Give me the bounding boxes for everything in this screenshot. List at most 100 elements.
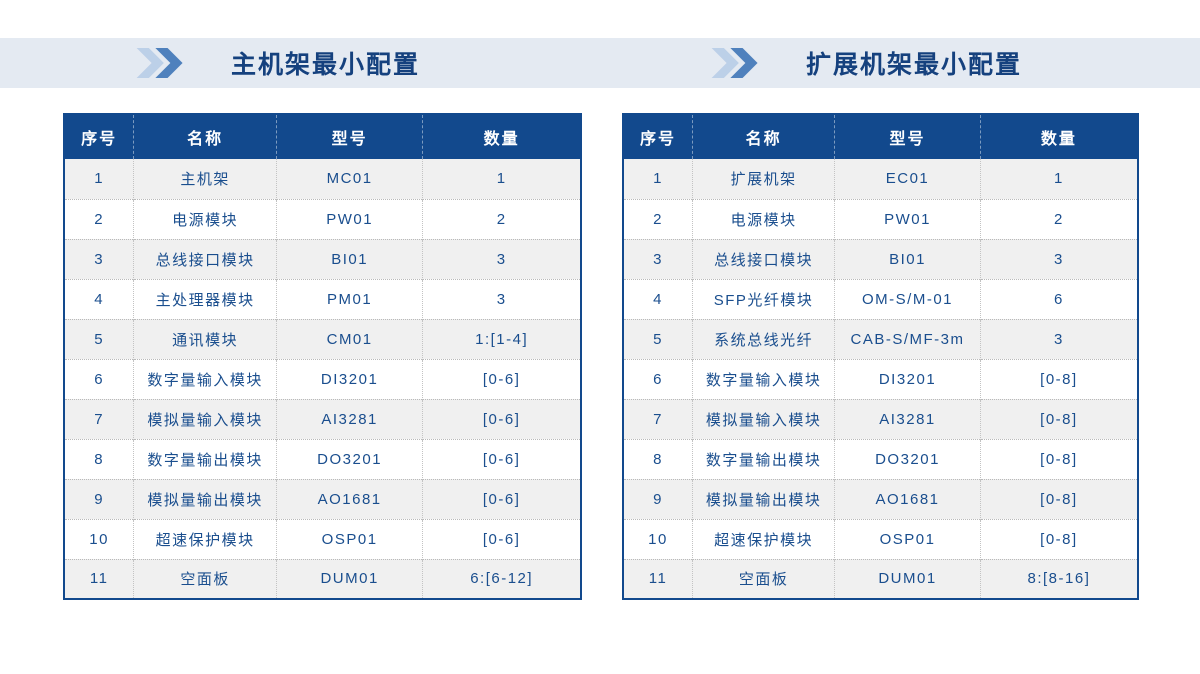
table-cell: OSP01 — [834, 518, 981, 559]
table-row: 4 主处理器模块 PM01 3 — [64, 278, 581, 319]
table-cell: EC01 — [834, 159, 981, 199]
table-row: 8 数字量输出模块 DO3201 [0-8] — [623, 438, 1138, 479]
table-cell: 3 — [979, 318, 1138, 359]
table-cell: [0-8] — [979, 518, 1138, 559]
table-cell: 超速保护模块 — [133, 518, 277, 559]
main-rack-table-container: 序号 名称 型号 数量 1 主机架 MC01 1 2 电源模块 PW01 2 3 总线接口模块 BI01 3… — [63, 113, 582, 600]
table-cell: AI3281 — [275, 398, 423, 439]
table-cell: PM01 — [275, 278, 423, 319]
table-cell: 7 — [623, 398, 693, 439]
table-header-row: 序号 名称 型号 数量 — [64, 114, 581, 159]
table-cell: 系统总线光纤 — [692, 318, 835, 359]
table-row: 11 空面板 DUM01 6:[6-12] — [64, 558, 581, 599]
table-cell: 模拟量输出模块 — [692, 478, 835, 519]
table-cell: 10 — [623, 518, 693, 559]
table-row: 4 SFP光纤模块 OM-S/M-01 6 — [623, 278, 1138, 319]
column-header: 数量 — [422, 114, 581, 159]
table-cell: 8:[8-16] — [979, 558, 1138, 599]
column-header: 型号 — [834, 114, 981, 159]
table-cell: 总线接口模块 — [133, 238, 277, 279]
table-row: 9 模拟量输出模块 AO1681 [0-8] — [623, 478, 1138, 519]
table-cell: 主机架 — [133, 159, 277, 199]
table-cell: PW01 — [834, 198, 981, 239]
section-header-expansion-rack: 扩展机架最小配置 — [710, 38, 1022, 88]
table-cell: 2 — [422, 198, 581, 239]
section-title: 扩展机架最小配置 — [806, 51, 1023, 79]
table-cell: 2 — [623, 198, 693, 239]
table-cell: 总线接口模块 — [692, 238, 835, 279]
column-header: 序号 — [64, 114, 134, 159]
section-header-band: 主机架最小配置 扩展机架最小配置 — [0, 38, 1200, 88]
table-cell: PW01 — [275, 198, 423, 239]
column-header: 名称 — [133, 114, 277, 159]
table-cell: OM-S/M-01 — [834, 278, 981, 319]
column-header: 序号 — [623, 114, 693, 159]
table-cell: AO1681 — [834, 478, 981, 519]
table-cell: DO3201 — [834, 438, 981, 479]
table-cell: 10 — [64, 518, 134, 559]
table-cell: 空面板 — [133, 558, 277, 599]
table-cell: 通讯模块 — [133, 318, 277, 359]
table-cell: [0-8] — [979, 438, 1138, 479]
table-cell: BI01 — [275, 238, 423, 279]
section-header-main-rack: 主机架最小配置 — [135, 38, 420, 88]
section-title: 主机架最小配置 — [231, 51, 421, 79]
table-cell: 1 — [422, 159, 581, 199]
table-cell: 3 — [422, 278, 581, 319]
double-chevron-right-icon — [136, 48, 183, 78]
table-cell: 1:[1-4] — [422, 318, 581, 359]
table-row: 1 扩展机架 EC01 1 — [623, 159, 1138, 199]
table-cell: SFP光纤模块 — [692, 278, 835, 319]
table-cell: 11 — [623, 558, 693, 599]
table-cell: 数字量输入模块 — [692, 358, 835, 399]
table-cell: 3 — [623, 238, 693, 279]
table-cell: 3 — [422, 238, 581, 279]
table-cell: 6 — [979, 278, 1138, 319]
table-row: 3 总线接口模块 BI01 3 — [623, 238, 1138, 279]
table-cell: 空面板 — [692, 558, 835, 599]
table-row: 6 数字量输入模块 DI3201 [0-6] — [64, 358, 581, 399]
table-cell: 6:[6-12] — [422, 558, 581, 599]
table-row: 9 模拟量输出模块 AO1681 [0-6] — [64, 478, 581, 519]
table-cell: 主处理器模块 — [133, 278, 277, 319]
table-cell: 9 — [64, 478, 134, 519]
table-cell: 扩展机架 — [692, 159, 835, 199]
table-cell: 3 — [64, 238, 134, 279]
table-row: 6 数字量输入模块 DI3201 [0-8] — [623, 358, 1138, 399]
expansion-rack-config-table: 序号 名称 型号 数量 1 扩展机架 EC01 1 2 电源模块 PW01 2 3 总线接口模块 BI01… — [622, 113, 1139, 600]
table-cell: 9 — [623, 478, 693, 519]
table-cell: MC01 — [275, 159, 423, 199]
table-cell: 数字量输出模块 — [133, 438, 277, 479]
table-row: 10 超速保护模块 OSP01 [0-8] — [623, 518, 1138, 559]
table-cell: 4 — [64, 278, 134, 319]
table-row: 11 空面板 DUM01 8:[8-16] — [623, 558, 1138, 599]
table-row: 8 数字量输出模块 DO3201 [0-6] — [64, 438, 581, 479]
table-cell: 1 — [653, 170, 663, 188]
double-chevron-right-icon — [711, 48, 758, 78]
table-cell: 7 — [64, 398, 134, 439]
table-cell: 1 — [94, 170, 105, 188]
table-row: 3 总线接口模块 BI01 3 — [64, 238, 581, 279]
table-row: 10 超速保护模块 OSP01 [0-6] — [64, 518, 581, 559]
table-cell: 5 — [623, 318, 693, 359]
table-cell: AI3281 — [834, 398, 981, 439]
table-cell: 数字量输出模块 — [692, 438, 835, 479]
table-row: 7 模拟量输入模块 AI3281 [0-6] — [64, 398, 581, 439]
table-cell: 模拟量输入模块 — [133, 398, 277, 439]
table-cell: [0-6] — [422, 398, 581, 439]
table-cell: [0-6] — [422, 438, 581, 479]
table-cell: 数字量输入模块 — [133, 358, 277, 399]
main-rack-config-table: 序号 名称 型号 数量 1 主机架 MC01 1 2 电源模块 PW01 2 3 总线接口模块 BI01 3… — [63, 113, 582, 600]
column-header: 名称 — [692, 114, 835, 159]
table-cell: [0-8] — [979, 358, 1138, 399]
table-header-row: 序号 名称 型号 数量 — [623, 114, 1138, 159]
table-cell: DI3201 — [275, 358, 423, 399]
table-row: 5 系统总线光纤 CAB-S/MF-3m 3 — [623, 318, 1138, 359]
table-row: 7 模拟量输入模块 AI3281 [0-8] — [623, 398, 1138, 439]
table-cell: DUM01 — [834, 558, 981, 599]
table-cell: [0-6] — [422, 518, 581, 559]
table-cell: CAB-S/MF-3m — [834, 318, 981, 359]
table-cell: 6 — [64, 358, 134, 399]
expansion-rack-table-container: 序号 名称 型号 数量 1 扩展机架 EC01 1 2 电源模块 PW01 2 3 总线接口模块 BI01… — [622, 113, 1139, 600]
table-cell: CM01 — [275, 318, 423, 359]
